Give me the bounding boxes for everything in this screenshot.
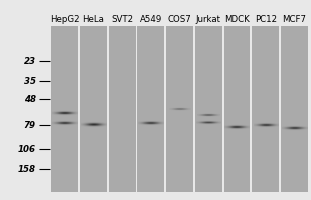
Text: Jurkat: Jurkat	[196, 15, 221, 24]
Text: 79: 79	[24, 120, 36, 130]
Text: MCF7: MCF7	[282, 15, 306, 24]
Text: HeLa: HeLa	[82, 15, 104, 24]
Text: PC12: PC12	[255, 15, 277, 24]
Text: 106: 106	[18, 144, 36, 154]
Text: MDCK: MDCK	[224, 15, 250, 24]
Text: 35: 35	[24, 76, 36, 86]
Bar	[137, 26, 164, 192]
Bar	[281, 26, 308, 192]
Text: 23: 23	[24, 56, 36, 66]
Bar	[51, 26, 308, 192]
Bar	[109, 26, 136, 192]
Bar	[224, 26, 250, 192]
Text: 48: 48	[24, 95, 36, 104]
Bar	[252, 26, 279, 192]
Text: COS7: COS7	[168, 15, 192, 24]
Text: HepG2: HepG2	[50, 15, 80, 24]
Text: 158: 158	[18, 164, 36, 173]
Bar	[51, 26, 78, 192]
Bar	[195, 26, 222, 192]
Text: A549: A549	[140, 15, 162, 24]
Bar	[80, 26, 107, 192]
Text: SVT2: SVT2	[111, 15, 133, 24]
Bar	[166, 26, 193, 192]
